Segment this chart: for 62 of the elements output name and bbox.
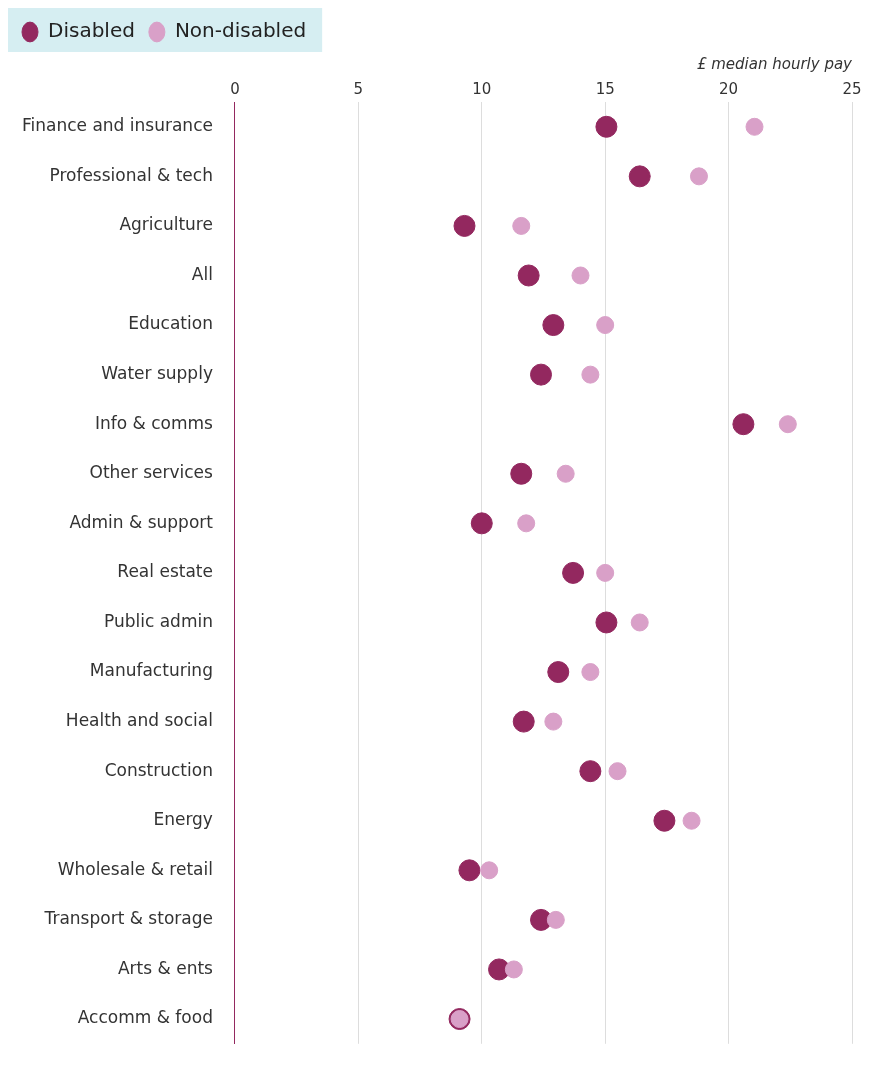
legend-label: Non-disabled	[174, 18, 307, 43]
point	[608, 762, 627, 781]
point	[628, 165, 651, 188]
x-axis-title: £ median hourly pay	[696, 54, 854, 73]
point	[542, 314, 565, 337]
y-tick-label: Water supply	[101, 363, 213, 384]
y-tick-label: Construction	[104, 759, 213, 780]
point	[745, 117, 764, 136]
point	[470, 512, 493, 535]
point	[732, 413, 755, 436]
point	[571, 266, 590, 285]
y-tick-label: Accomm & food	[77, 1007, 213, 1028]
point	[778, 415, 797, 434]
point	[596, 316, 615, 335]
point	[630, 613, 649, 632]
y-tick-label: Admin & support	[69, 511, 214, 532]
y-tick-label: Real estate	[117, 561, 213, 582]
point	[579, 760, 602, 783]
point	[530, 363, 552, 386]
point	[595, 115, 618, 138]
x-tick-label: 25	[842, 79, 862, 98]
point	[512, 216, 531, 235]
y-tick-label: Energy	[153, 809, 213, 830]
y-tick-label: Wholesale & retail	[57, 858, 213, 879]
y-tick-label: Education	[128, 313, 213, 334]
x-tick-label: 20	[719, 79, 739, 98]
point	[544, 712, 563, 731]
x-tick-label: 10	[472, 79, 492, 98]
y-tick-label: Agriculture	[119, 214, 213, 235]
y-tick-label: Other services	[89, 462, 214, 483]
point	[596, 563, 615, 582]
x-tick-label: 0	[230, 79, 240, 98]
x-tick-label: 5	[353, 79, 364, 98]
y-tick-label: Arts & ents	[117, 957, 214, 978]
y-tick-label: Professional & tech	[49, 164, 213, 185]
point	[546, 910, 565, 929]
y-tick-label: Public admin	[103, 610, 213, 631]
y-tick-label: Finance and insurance	[21, 115, 213, 136]
point	[510, 462, 533, 485]
point	[517, 264, 540, 287]
point	[517, 514, 536, 533]
point	[504, 960, 523, 979]
x-tick-label: 15	[595, 79, 615, 98]
point	[595, 611, 618, 634]
point	[453, 214, 476, 237]
y-tick-label: All	[191, 263, 213, 284]
point	[562, 561, 585, 584]
legend-label: Disabled	[48, 18, 135, 43]
y-tick-label: Manufacturing	[89, 660, 213, 681]
point	[512, 710, 535, 733]
point	[480, 861, 499, 880]
y-tick-label: Info & comms	[94, 412, 214, 433]
y-tick-label: Health and social	[65, 710, 213, 731]
point	[581, 365, 600, 384]
point	[556, 464, 575, 483]
point	[682, 811, 701, 830]
point	[689, 167, 708, 186]
point	[547, 661, 570, 684]
point	[581, 663, 600, 682]
point	[458, 859, 481, 882]
y-tick-label: Transport & storage	[43, 908, 213, 929]
point	[653, 809, 676, 832]
